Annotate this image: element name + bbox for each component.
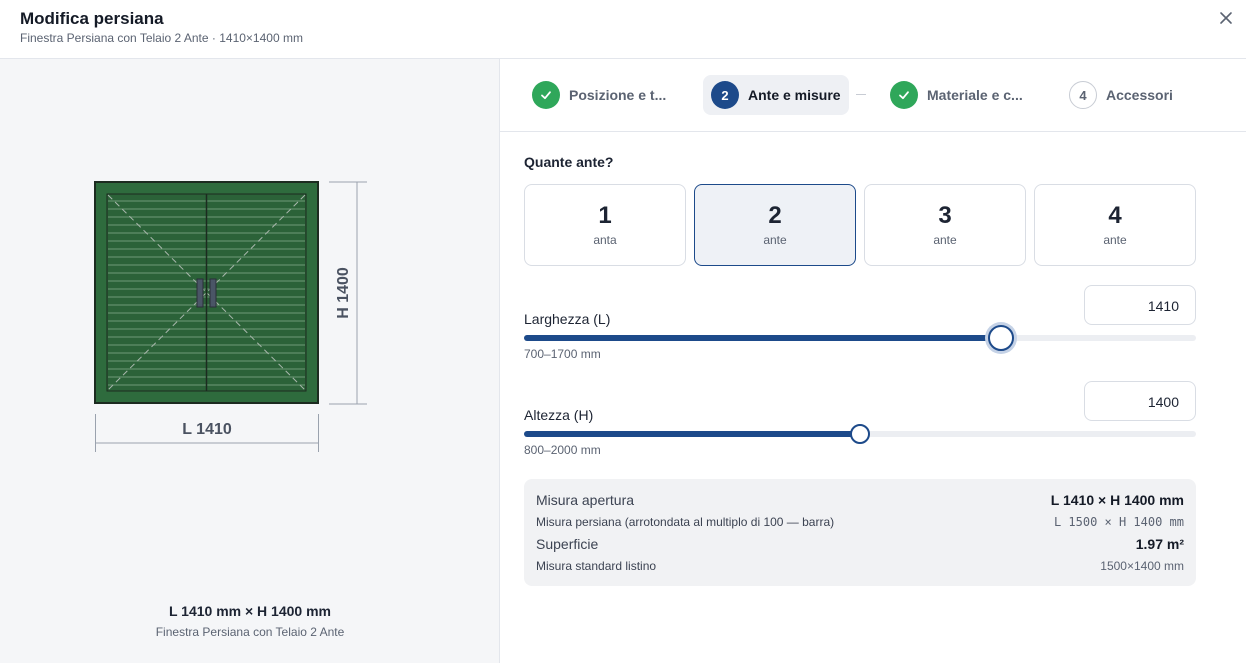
modal-title: Modifica persiana <box>20 9 164 28</box>
width-dimension-line <box>95 414 319 452</box>
opening-diagonals <box>107 194 306 391</box>
config-panel: Posizione e t... 2 Ante e misure Materia… <box>500 59 1246 663</box>
ante-option-2[interactable]: 2 ante <box>694 184 856 266</box>
superficie-label: Superficie <box>536 536 599 552</box>
preview-panel: H 1400 L 1410 L 1410 mm × H 1400 mm Fine… <box>0 59 500 663</box>
step-number: 2 <box>711 81 739 109</box>
summary-listino: Misura standard listino 1500×1400 mm <box>536 559 1184 573</box>
step-posizione[interactable]: Posizione e t... <box>524 75 674 115</box>
handle-left <box>196 278 204 308</box>
ante-unit: ante <box>933 233 957 247</box>
check-icon <box>890 81 918 109</box>
ante-option-3[interactable]: 3 ante <box>864 184 1026 266</box>
step-number: 4 <box>1069 81 1097 109</box>
width-label: L 1410 <box>182 421 232 438</box>
summary-apertura: Misura apertura L 1410 × H 1400 mm <box>536 492 1184 508</box>
height-slider-fill <box>524 431 860 437</box>
step-separator <box>856 94 866 95</box>
ante-number: 3 <box>938 202 952 229</box>
width-slider[interactable] <box>524 325 1196 351</box>
width-slider-thumb[interactable] <box>988 325 1015 351</box>
preview-product-name: Finestra Persiana con Telaio 2 Ante <box>155 625 345 639</box>
ante-question: Quante ante? <box>524 154 614 170</box>
width-label: Larghezza (L) <box>524 311 611 327</box>
step-label: Ante e misure <box>748 87 841 103</box>
stepper: Posizione e t... 2 Ante e misure Materia… <box>500 59 1246 132</box>
width-slider-fill <box>524 335 1002 341</box>
apertura-label: Misura apertura <box>536 492 635 508</box>
ante-option-1[interactable]: 1 anta <box>524 184 686 266</box>
close-icon <box>1220 12 1232 24</box>
close-button[interactable] <box>1214 6 1238 30</box>
height-slider-thumb[interactable] <box>850 424 870 444</box>
modal-subtitle: Finestra Persiana con Telaio 2 Ante · 14… <box>20 31 303 45</box>
preview-dimensions: L 1410 mm × H 1400 mm <box>168 603 331 619</box>
height-range-hint: 800–2000 mm <box>524 443 601 457</box>
ante-number: 4 <box>1108 202 1122 229</box>
height-slider[interactable] <box>524 424 1196 444</box>
ante-unit: anta <box>593 233 617 247</box>
check-icon <box>532 81 560 109</box>
step-ante-misure[interactable]: 2 Ante e misure <box>703 75 849 115</box>
height-label: H 1400 <box>335 267 352 319</box>
width-range-hint: 700–1700 mm <box>524 347 601 361</box>
persiana-value: L 1500 × H 1400 mm <box>1053 515 1184 529</box>
ante-unit: ante <box>763 233 787 247</box>
ante-unit: ante <box>1103 233 1127 247</box>
height-input[interactable]: 1400 <box>1084 381 1196 421</box>
handle-right <box>209 278 217 308</box>
listino-value: 1500×1400 mm <box>1100 559 1184 573</box>
height-label: Altezza (H) <box>524 407 594 423</box>
shutter-drawing: H 1400 L 1410 <box>94 181 367 452</box>
step-label: Posizione e t... <box>569 87 667 103</box>
step-label: Materiale e c... <box>927 87 1023 103</box>
summary-persiana: Misura persiana (arrotondata al multiplo… <box>536 515 1184 529</box>
ante-number: 2 <box>768 202 782 229</box>
step-accessori[interactable]: 4 Accessori <box>1061 75 1181 115</box>
listino-label: Misura standard listino <box>536 559 657 573</box>
summary-superficie: Superficie 1.97 m² <box>536 536 1184 552</box>
height-dimension-line <box>329 181 367 405</box>
persiana-label: Misura persiana (arrotondata al multiplo… <box>536 515 835 529</box>
width-input[interactable]: 1410 <box>1084 285 1196 325</box>
apertura-value: L 1410 × H 1400 mm <box>1050 492 1184 508</box>
step-label: Accessori <box>1106 87 1173 103</box>
ante-number: 1 <box>598 202 612 229</box>
step-materiale[interactable]: Materiale e c... <box>882 75 1031 115</box>
ante-option-4[interactable]: 4 ante <box>1034 184 1196 266</box>
modal-header: Modifica persiana Finestra Persiana con … <box>0 0 1246 59</box>
measure-summary: Misura apertura L 1410 × H 1400 mm Misur… <box>524 479 1196 586</box>
superficie-value: 1.97 m² <box>1135 536 1184 552</box>
